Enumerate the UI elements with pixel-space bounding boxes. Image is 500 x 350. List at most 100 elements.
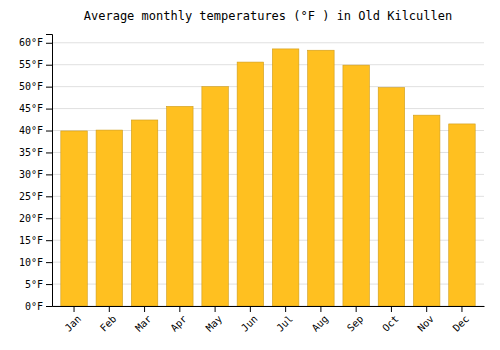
tick-label: Sep [345,313,366,334]
tick: Feb [98,306,119,334]
tick: 35°F [19,147,52,158]
tick-mark [250,306,251,312]
tick-label: 20°F [19,213,43,224]
tick-label: 15°F [19,235,43,246]
tick-mark [46,131,52,132]
tick-label: Oct [380,313,401,334]
tick: 15°F [19,235,52,246]
tick-mark [215,306,216,312]
bar [61,131,87,306]
tick: Apr [168,306,189,334]
tick-mark [46,284,52,285]
tick: Jul [274,306,295,334]
tick: Mar [133,306,154,334]
tick-mark [285,306,286,312]
grid-line [52,42,484,43]
tick-label: Feb [98,313,119,334]
bar [167,106,193,306]
axis-line [53,306,485,307]
tick: Jan [63,306,84,334]
tick: 0°F [25,301,52,312]
bar [378,88,404,306]
tick-label: Jan [63,313,84,334]
tick-mark [46,262,52,263]
axis-line [46,35,53,307]
tick: 25°F [19,191,52,202]
tick-label: 40°F [19,125,43,136]
plot: 0°F 5°F 10°F 15°F 20°F 25°F 30°F 35°F 40°F 45°F 50… [19,35,485,334]
tick: 50°F [19,81,52,92]
tick-label: Aug [310,313,331,334]
tick: 45°F [19,103,52,114]
tick: Aug [310,306,331,334]
tick: Oct [380,306,401,334]
tick: Sep [345,306,366,334]
tick-label: May [204,313,225,334]
tick-mark [46,65,52,66]
tick-label: 60°F [19,37,43,48]
bar [449,124,475,306]
tick-label: 45°F [19,103,43,114]
tick: 10°F [19,257,52,268]
tick-mark [320,306,321,312]
bar [272,49,298,306]
tick-mark [391,306,392,312]
tick-label: Apr [168,313,189,334]
tick-label: 55°F [19,59,43,70]
bar [308,50,334,306]
grid-line [52,64,484,65]
tick: May [204,306,225,334]
tick-mark [109,306,110,312]
tick: Dec [451,306,472,334]
tick-mark [46,174,52,175]
tick-label: 10°F [19,257,43,268]
tick-mark [461,306,462,312]
tick: Jun [239,306,260,334]
title: Average monthly temperatures (°F ) in Ol… [84,9,452,23]
tick-mark [46,218,52,219]
tick: 5°F [25,279,52,290]
bars [61,49,475,306]
tick-mark [179,306,180,312]
bar [413,115,439,306]
tick-mark [46,196,52,197]
tick-label: Mar [133,313,154,334]
y-axis: 0°F 5°F 10°F 15°F 20°F 25°F 30°F 35°F 40°F 45°F 50… [19,35,53,312]
grid [52,43,484,306]
tick-mark [46,152,52,153]
tick-label: 25°F [19,191,43,202]
tick-mark [46,43,52,44]
tick-label: 50°F [19,81,43,92]
bar [131,120,157,306]
tick-mark [46,240,52,241]
tick-label: 35°F [19,147,43,158]
tick-label: Dec [451,313,472,334]
bar [202,87,228,306]
tick: 30°F [19,169,52,180]
tick: 55°F [19,59,52,70]
tick-label: 0°F [25,301,43,312]
tick-label: Jul [274,313,295,334]
tick-mark [46,306,52,307]
tick-label: 5°F [25,279,43,290]
tick: 40°F [19,125,52,136]
tick: 20°F [19,213,52,224]
bar [96,130,122,306]
grid-line [52,86,484,87]
tick-mark [426,306,427,312]
bar [237,62,263,306]
bar [343,65,369,306]
tick: Nov [415,306,436,334]
tick-label: Nov [415,313,436,334]
tick-mark [46,87,52,88]
tick-mark [356,306,357,312]
tick-mark [46,109,52,110]
x-axis: Jan Feb Mar Apr May Jun Jul Aug Sep Oct Nov Dec [53,306,485,334]
chart: 0°F 5°F 10°F 15°F 20°F 25°F 30°F 35°F 40°F 45°F 50… [0,0,500,350]
grid-line [52,108,484,109]
tick-mark [74,306,75,312]
tick-label: 30°F [19,169,43,180]
tick-label: Jun [239,313,260,334]
tick-mark [144,306,145,312]
tick: 60°F [19,37,52,48]
